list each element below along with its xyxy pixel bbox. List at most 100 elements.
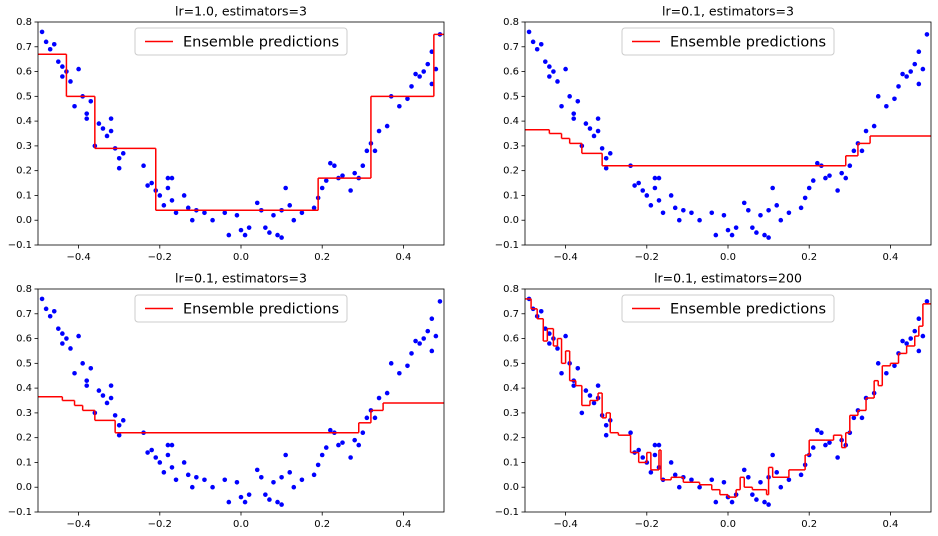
data-point — [827, 440, 832, 445]
data-point — [575, 98, 581, 104]
y-tick-label: 0.1 — [16, 457, 32, 468]
data-point — [165, 452, 171, 458]
data-point — [319, 452, 325, 458]
data-point — [226, 499, 232, 505]
data-point — [875, 361, 881, 366]
legend-label: Ensemble predictions — [183, 35, 339, 51]
y-tick-label: 0.1 — [16, 190, 32, 201]
x-tick-label: −0.2 — [148, 252, 172, 263]
data-point — [84, 383, 90, 388]
data-point — [859, 415, 865, 421]
chart-title: lr=0.1, estimators=3 — [662, 4, 794, 19]
data-point — [543, 59, 548, 64]
data-point — [397, 370, 402, 376]
data-point — [352, 437, 357, 443]
data-point — [798, 205, 804, 211]
data-point — [900, 71, 905, 77]
data-point — [526, 29, 532, 35]
data-point — [904, 341, 909, 346]
data-point — [384, 390, 390, 396]
data-point — [429, 81, 435, 87]
data-point — [291, 217, 297, 223]
data-point — [226, 232, 232, 238]
data-point — [636, 447, 641, 453]
y-tick-label: 0.2 — [503, 166, 519, 177]
data-point — [238, 494, 244, 500]
y-tick-label: −0.1 — [8, 240, 32, 251]
data-point — [364, 415, 370, 421]
data-point — [360, 430, 366, 436]
data-point — [697, 217, 702, 223]
data-point — [84, 111, 90, 116]
data-point — [555, 79, 560, 84]
data-point — [267, 497, 272, 502]
y-tick-label: 0.1 — [503, 457, 519, 468]
y-tick-label: 0.8 — [16, 284, 32, 295]
data-point — [246, 225, 252, 230]
data-point — [72, 103, 77, 109]
data-point — [595, 116, 601, 121]
y-tick-label: 0.0 — [503, 215, 519, 226]
y-tick-label: 0.1 — [503, 190, 519, 201]
x-tick-label: 0.0 — [233, 252, 249, 263]
y-tick-label: −0.1 — [495, 240, 519, 251]
data-point — [417, 341, 422, 346]
legend-label: Ensemble predictions — [670, 35, 826, 51]
data-point — [815, 160, 820, 166]
data-point — [405, 363, 410, 369]
data-point — [60, 331, 65, 336]
data-point — [778, 484, 784, 490]
subplot: lr=0.1, estimators=3 −0.4 −0.2 0.0 0.2 0.4 −0.… — [8, 271, 445, 530]
x-tick-label: 0.4 — [882, 519, 898, 530]
data-point — [587, 126, 593, 131]
data-point — [632, 183, 637, 188]
data-point — [656, 442, 662, 448]
data-point — [84, 378, 90, 383]
data-point — [835, 455, 840, 460]
y-tick-label: 0.4 — [16, 383, 32, 394]
data-point — [336, 442, 341, 448]
data-point — [656, 198, 662, 203]
data-point — [786, 477, 792, 483]
data-point — [165, 442, 171, 448]
data-point — [242, 232, 248, 238]
legend-label: Ensemble predictions — [670, 302, 826, 318]
data-point — [721, 479, 727, 485]
data-point — [534, 46, 540, 52]
data-point — [709, 210, 715, 216]
data-point — [652, 185, 658, 191]
data-point — [275, 232, 280, 238]
data-point — [242, 499, 248, 505]
data-point — [283, 452, 288, 458]
x-tick-label: −0.4 — [66, 252, 90, 263]
legend-box — [134, 27, 348, 56]
data-point — [547, 64, 552, 69]
data-point — [660, 210, 666, 216]
x-tick-label: 0.4 — [395, 252, 411, 263]
data-point — [543, 326, 548, 331]
y-tick-label: 0.2 — [16, 433, 32, 444]
data-point — [108, 395, 114, 401]
data-point — [287, 470, 293, 475]
y-tick-label: 0.5 — [503, 358, 519, 369]
legend-box — [134, 294, 348, 323]
data-point — [871, 123, 877, 129]
data-point — [819, 430, 824, 436]
axes-frame — [37, 21, 445, 246]
step-line — [525, 298, 931, 498]
data-point — [104, 133, 110, 139]
data-point — [583, 121, 589, 126]
data-point — [603, 165, 609, 171]
data-point — [762, 232, 767, 238]
data-point — [397, 103, 402, 109]
y-tick-label: 0.6 — [16, 67, 32, 78]
data-point — [806, 185, 812, 191]
data-point — [563, 333, 568, 339]
data-point — [267, 230, 272, 235]
x-tick-label: 0.0 — [720, 252, 736, 263]
x-tick-label: −0.2 — [148, 519, 172, 530]
data-point — [567, 94, 572, 99]
data-point — [202, 210, 207, 216]
data-point — [859, 148, 865, 154]
data-point — [271, 479, 276, 485]
